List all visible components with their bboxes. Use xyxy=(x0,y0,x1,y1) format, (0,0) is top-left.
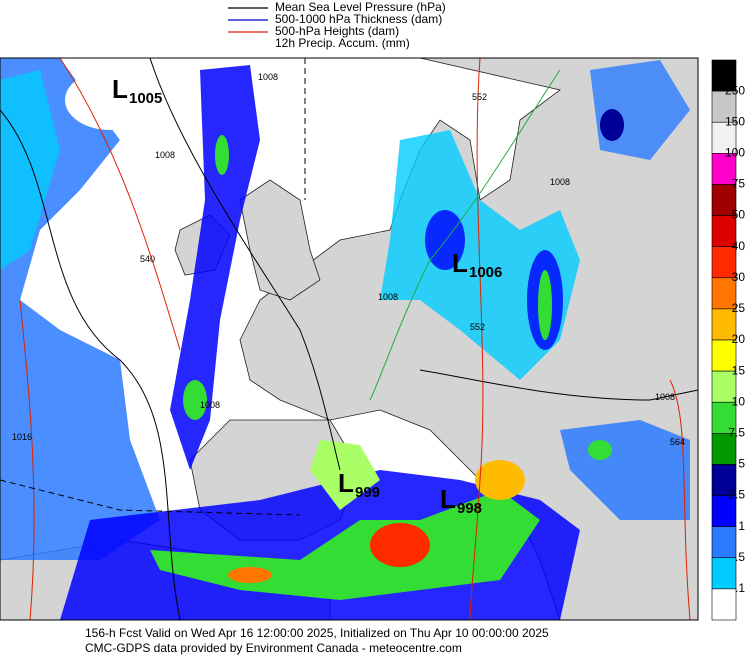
colorbar-segment xyxy=(711,401,737,434)
contour-label: 564 xyxy=(670,437,685,447)
contour-label: 1008 xyxy=(655,392,675,402)
legend-label: 500-1000 hPa Thickness (dam) xyxy=(275,12,442,26)
contour-label: 1008 xyxy=(200,400,220,410)
colorbar-label: 30 xyxy=(732,270,746,284)
colorbar-label: .1 xyxy=(735,581,745,595)
colorbar-segment xyxy=(711,370,737,403)
low-value: 998 xyxy=(457,500,482,517)
footer-line: 156-h Fcst Valid on Wed Apr 16 12:00:00 … xyxy=(85,626,549,640)
colorbar-label: 1 xyxy=(738,519,745,533)
colorbar-label: 15 xyxy=(732,363,746,377)
colorbar-segment xyxy=(711,464,737,496)
colorbar-label: 25 xyxy=(732,301,746,315)
colorbar-label: 50 xyxy=(732,208,746,222)
colorbar-segment xyxy=(711,339,737,372)
legend-label: Mean Sea Level Pressure (hPa) xyxy=(275,0,446,14)
colorbar-label: 75 xyxy=(732,177,746,191)
colorbar-label: 100 xyxy=(725,146,745,160)
colorbar-label: 10 xyxy=(732,394,746,408)
contours xyxy=(0,57,699,621)
colorbar-segment xyxy=(711,557,737,590)
precip xyxy=(0,58,690,620)
low-letter: L xyxy=(440,484,456,514)
low-letter: L xyxy=(452,248,468,278)
colorbar-segment xyxy=(711,495,737,527)
colorbar-segment xyxy=(711,433,737,465)
colorbar-segment xyxy=(711,277,737,310)
colorbar-label: 5 xyxy=(738,457,745,471)
contour-label: 552 xyxy=(472,92,487,102)
contour-label: 540 xyxy=(140,254,155,264)
colorbar-segment xyxy=(711,526,737,559)
low-letter: L xyxy=(112,74,128,104)
contour-label: 1008 xyxy=(378,292,398,302)
contour-label: 1008 xyxy=(550,177,570,187)
colorbar-label: 150 xyxy=(725,114,745,128)
low-value: 1006 xyxy=(469,264,502,281)
colorbar-segment xyxy=(711,215,737,247)
low-value: 999 xyxy=(355,484,380,501)
low-letter: L xyxy=(338,468,354,498)
contour-label: 1008 xyxy=(155,150,175,160)
legend-label: 500-hPa Heights (dam) xyxy=(275,24,399,38)
colorbar-label: 20 xyxy=(732,332,746,346)
legend-label: 12h Precip. Accum. (mm) xyxy=(275,36,410,50)
contour-label: 552 xyxy=(470,322,485,332)
colorbar-label: 40 xyxy=(732,239,746,253)
map-frame xyxy=(0,57,699,621)
colorbar-segment xyxy=(711,588,737,621)
contour-label: 1008 xyxy=(258,72,278,82)
contour-label: 1016 xyxy=(12,432,32,442)
colorbar-label: 2.5 xyxy=(728,488,745,502)
colorbar-label: .5 xyxy=(735,550,745,564)
colorbar-segment xyxy=(711,246,737,279)
colorbar-segment xyxy=(711,184,737,216)
low-value: 1005 xyxy=(129,90,162,107)
footer-line: CMC-GDPS data provided by Environment Ca… xyxy=(85,641,462,655)
colorbar-segment xyxy=(711,153,737,185)
colorbar-label: 7.5 xyxy=(728,426,745,440)
colorbar-label: 250 xyxy=(725,83,745,97)
